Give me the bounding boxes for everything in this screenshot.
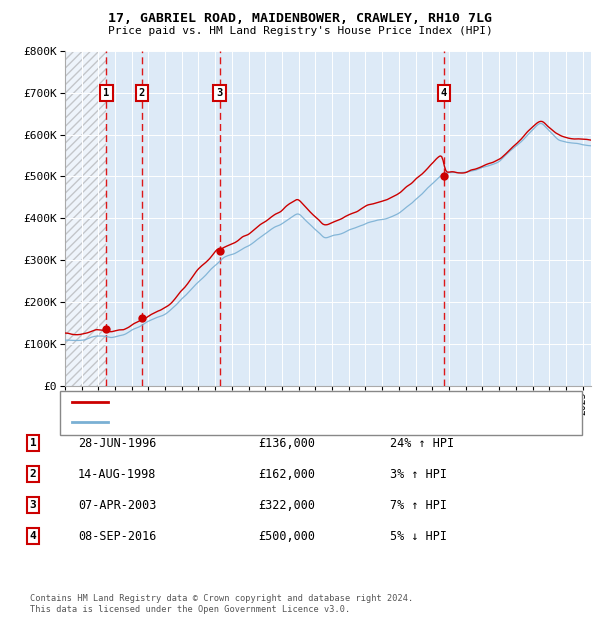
Text: 1: 1 <box>29 438 37 448</box>
Text: 4: 4 <box>29 531 37 541</box>
Text: 17, GABRIEL ROAD, MAIDENBOWER, CRAWLEY, RH10 7LG: 17, GABRIEL ROAD, MAIDENBOWER, CRAWLEY, … <box>108 12 492 25</box>
Text: £500,000: £500,000 <box>258 530 315 542</box>
Text: 7% ↑ HPI: 7% ↑ HPI <box>390 499 447 511</box>
Text: 28-JUN-1996: 28-JUN-1996 <box>78 437 157 450</box>
Text: 2: 2 <box>29 469 37 479</box>
Text: 4: 4 <box>441 87 447 98</box>
Text: 17, GABRIEL ROAD, MAIDENBOWER, CRAWLEY, RH10 7LG (detached house): 17, GABRIEL ROAD, MAIDENBOWER, CRAWLEY, … <box>114 397 520 407</box>
Text: 08-SEP-2016: 08-SEP-2016 <box>78 530 157 542</box>
Bar <box>65 51 106 386</box>
Text: HPI: Average price, detached house, Crawley: HPI: Average price, detached house, Craw… <box>114 417 383 427</box>
Text: 5% ↓ HPI: 5% ↓ HPI <box>390 530 447 542</box>
Text: £162,000: £162,000 <box>258 468 315 481</box>
Text: Price paid vs. HM Land Registry's House Price Index (HPI): Price paid vs. HM Land Registry's House … <box>107 26 493 36</box>
Text: 1: 1 <box>103 87 110 98</box>
Text: Contains HM Land Registry data © Crown copyright and database right 2024.
This d: Contains HM Land Registry data © Crown c… <box>30 595 413 614</box>
Text: £322,000: £322,000 <box>258 499 315 511</box>
Text: 3% ↑ HPI: 3% ↑ HPI <box>390 468 447 481</box>
Text: £136,000: £136,000 <box>258 437 315 450</box>
Text: 07-APR-2003: 07-APR-2003 <box>78 499 157 511</box>
Text: 3: 3 <box>29 500 37 510</box>
Text: 14-AUG-1998: 14-AUG-1998 <box>78 468 157 481</box>
Text: 2: 2 <box>139 87 145 98</box>
Text: 24% ↑ HPI: 24% ↑ HPI <box>390 437 454 450</box>
Text: 3: 3 <box>217 87 223 98</box>
